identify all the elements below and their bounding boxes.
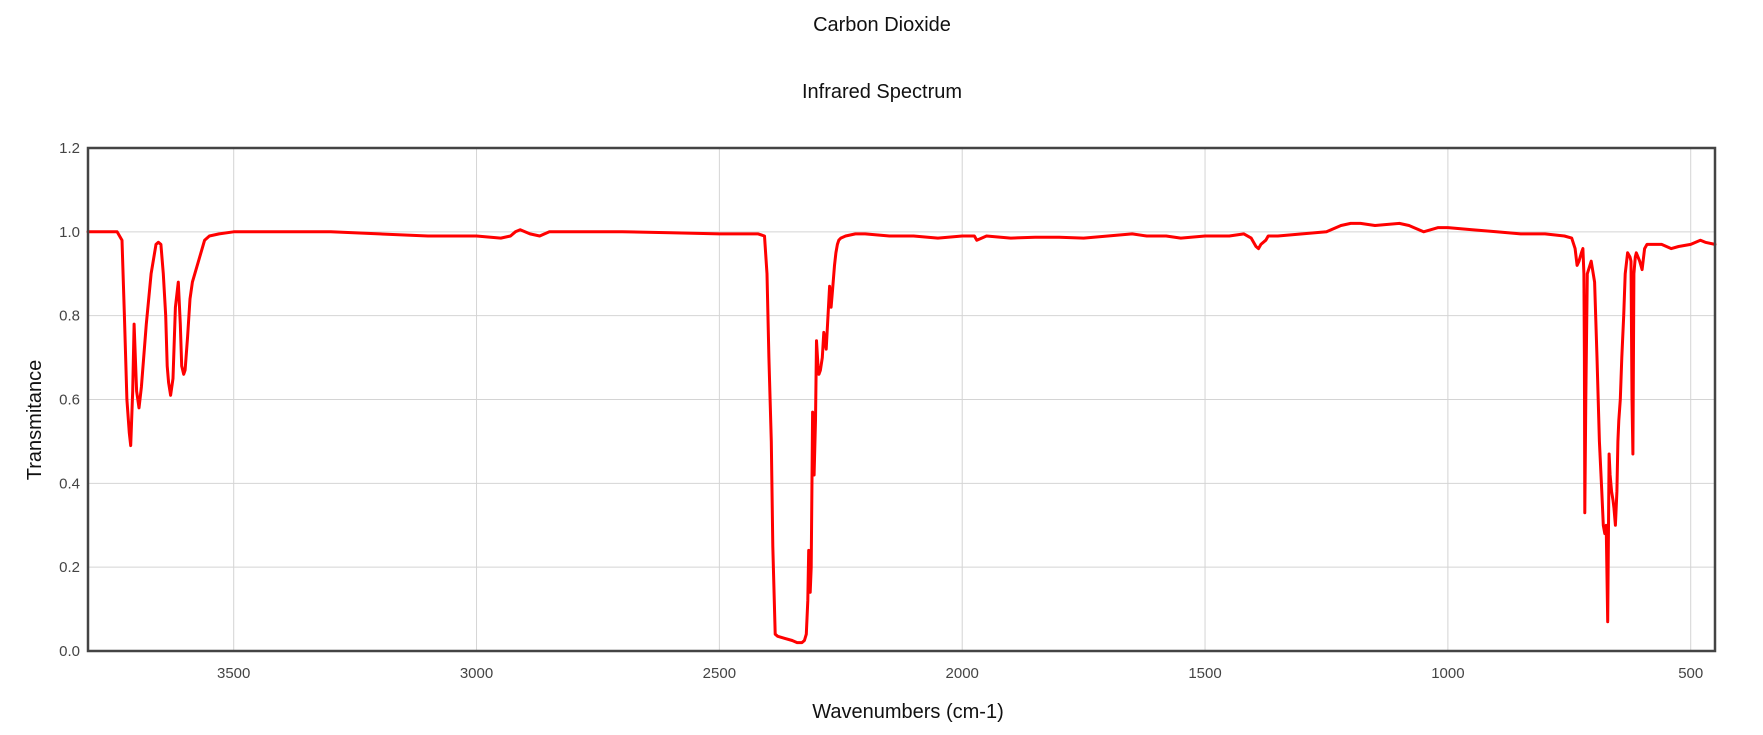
transmittance-series-line	[86, 221, 1717, 645]
y-tick-label: 0.0	[59, 643, 80, 660]
x-tick-label: 1500	[1188, 665, 1221, 682]
x-tick-label: 2500	[703, 665, 736, 682]
y-tick-label: 0.2	[59, 559, 80, 576]
x-axis-ticks: 3500 3000 2500 2000 1500 1000 500	[217, 665, 1703, 682]
grid-lines	[88, 147, 1715, 652]
x-tick-label: 1000	[1431, 665, 1464, 682]
x-tick-label: 500	[1678, 665, 1703, 682]
y-tick-label: 0.8	[59, 308, 80, 325]
x-tick-label: 2000	[946, 665, 979, 682]
y-axis-label: Transmitance	[24, 360, 46, 480]
y-tick-label: 1.0	[59, 224, 80, 241]
y-axis-ticks: 0.0 0.2 0.4 0.6 0.8 1.0 1.2	[59, 140, 80, 660]
x-tick-label: 3500	[217, 665, 250, 682]
plot-frame	[86, 146, 1717, 653]
y-tick-label: 1.2	[59, 140, 80, 157]
y-tick-label: 0.6	[59, 392, 80, 409]
x-tick-label: 3000	[460, 665, 493, 682]
x-axis-label: Wavenumbers (cm-1)	[812, 701, 1004, 723]
chart-title: Carbon Dioxide	[813, 14, 951, 36]
chart-subtitle: Infrared Spectrum	[802, 81, 962, 103]
y-tick-label: 0.4	[59, 475, 80, 492]
